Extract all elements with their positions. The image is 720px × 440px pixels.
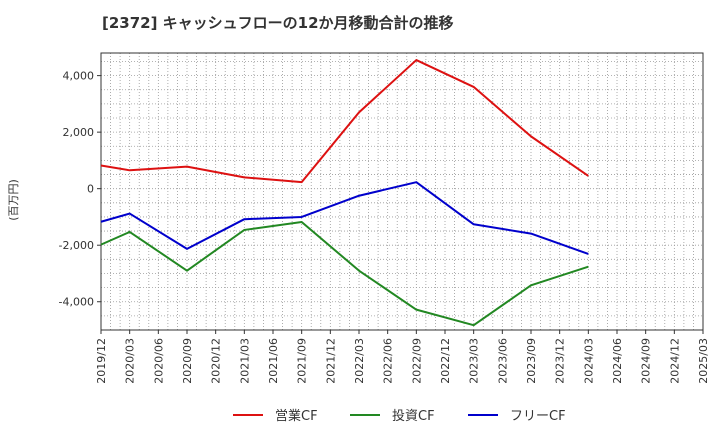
x-tick-label: 2023/06 <box>496 338 509 384</box>
x-tick-label: 2025/03 <box>697 338 710 384</box>
x-tick-label: 2024/12 <box>668 338 681 384</box>
series-line-フリーCF <box>100 181 589 255</box>
y-tick-label: 4,000 <box>63 70 95 83</box>
x-tick-label: 2021/09 <box>296 338 309 384</box>
legend-label: フリーCF <box>510 409 566 424</box>
axis-layer: -4,000 -2,000 0 2,000 4,000 2019/12 2020/03 202… <box>59 52 710 384</box>
x-tick-label: 2022/03 <box>353 338 366 384</box>
plot-frame <box>100 52 704 331</box>
x-tick-label: 2023/03 <box>468 338 481 384</box>
x-tick-label: 2019/12 <box>95 338 108 384</box>
series-line-営業CF <box>100 59 589 184</box>
x-tick-label: 2023/12 <box>554 338 567 384</box>
series-line-投資CF <box>100 221 589 327</box>
legend: 営業CF 投資CF フリーCF <box>233 408 566 424</box>
x-tick-label: 2020/03 <box>124 338 137 384</box>
x-tick-label: 2021/03 <box>238 338 251 384</box>
y-tick-label: -2,000 <box>59 239 94 252</box>
x-tick-label: 2021/06 <box>267 338 280 384</box>
plot-area <box>101 53 703 330</box>
legend-label: 営業CF <box>275 408 318 424</box>
x-tick-label: 2024/06 <box>611 338 624 384</box>
y-tick-label: 2,000 <box>63 126 95 139</box>
y-tick-label: -4,000 <box>59 296 94 309</box>
x-tick-label: 2020/09 <box>181 338 194 384</box>
x-tick-label: 2022/12 <box>439 338 452 384</box>
legend-label: 投資CF <box>392 408 435 424</box>
y-tick-label: 0 <box>87 183 94 196</box>
chart-title: [2372] キャッシュフローの12か月移動合計の推移 <box>102 14 454 32</box>
x-tick-label: 2021/12 <box>324 338 337 384</box>
grid-layer <box>100 53 704 331</box>
x-tick-label: 2020/06 <box>152 338 165 384</box>
x-tick-label: 2020/12 <box>210 338 223 384</box>
x-tick-label: 2023/09 <box>525 338 538 384</box>
y-axis-label: (百万円) <box>7 179 20 221</box>
x-tick-label: 2024/03 <box>582 338 595 384</box>
series-layer <box>100 59 589 327</box>
x-tick-label: 2024/09 <box>640 338 653 384</box>
x-tick-label: 2022/06 <box>382 338 395 384</box>
x-tick-label: 2022/09 <box>410 338 423 384</box>
